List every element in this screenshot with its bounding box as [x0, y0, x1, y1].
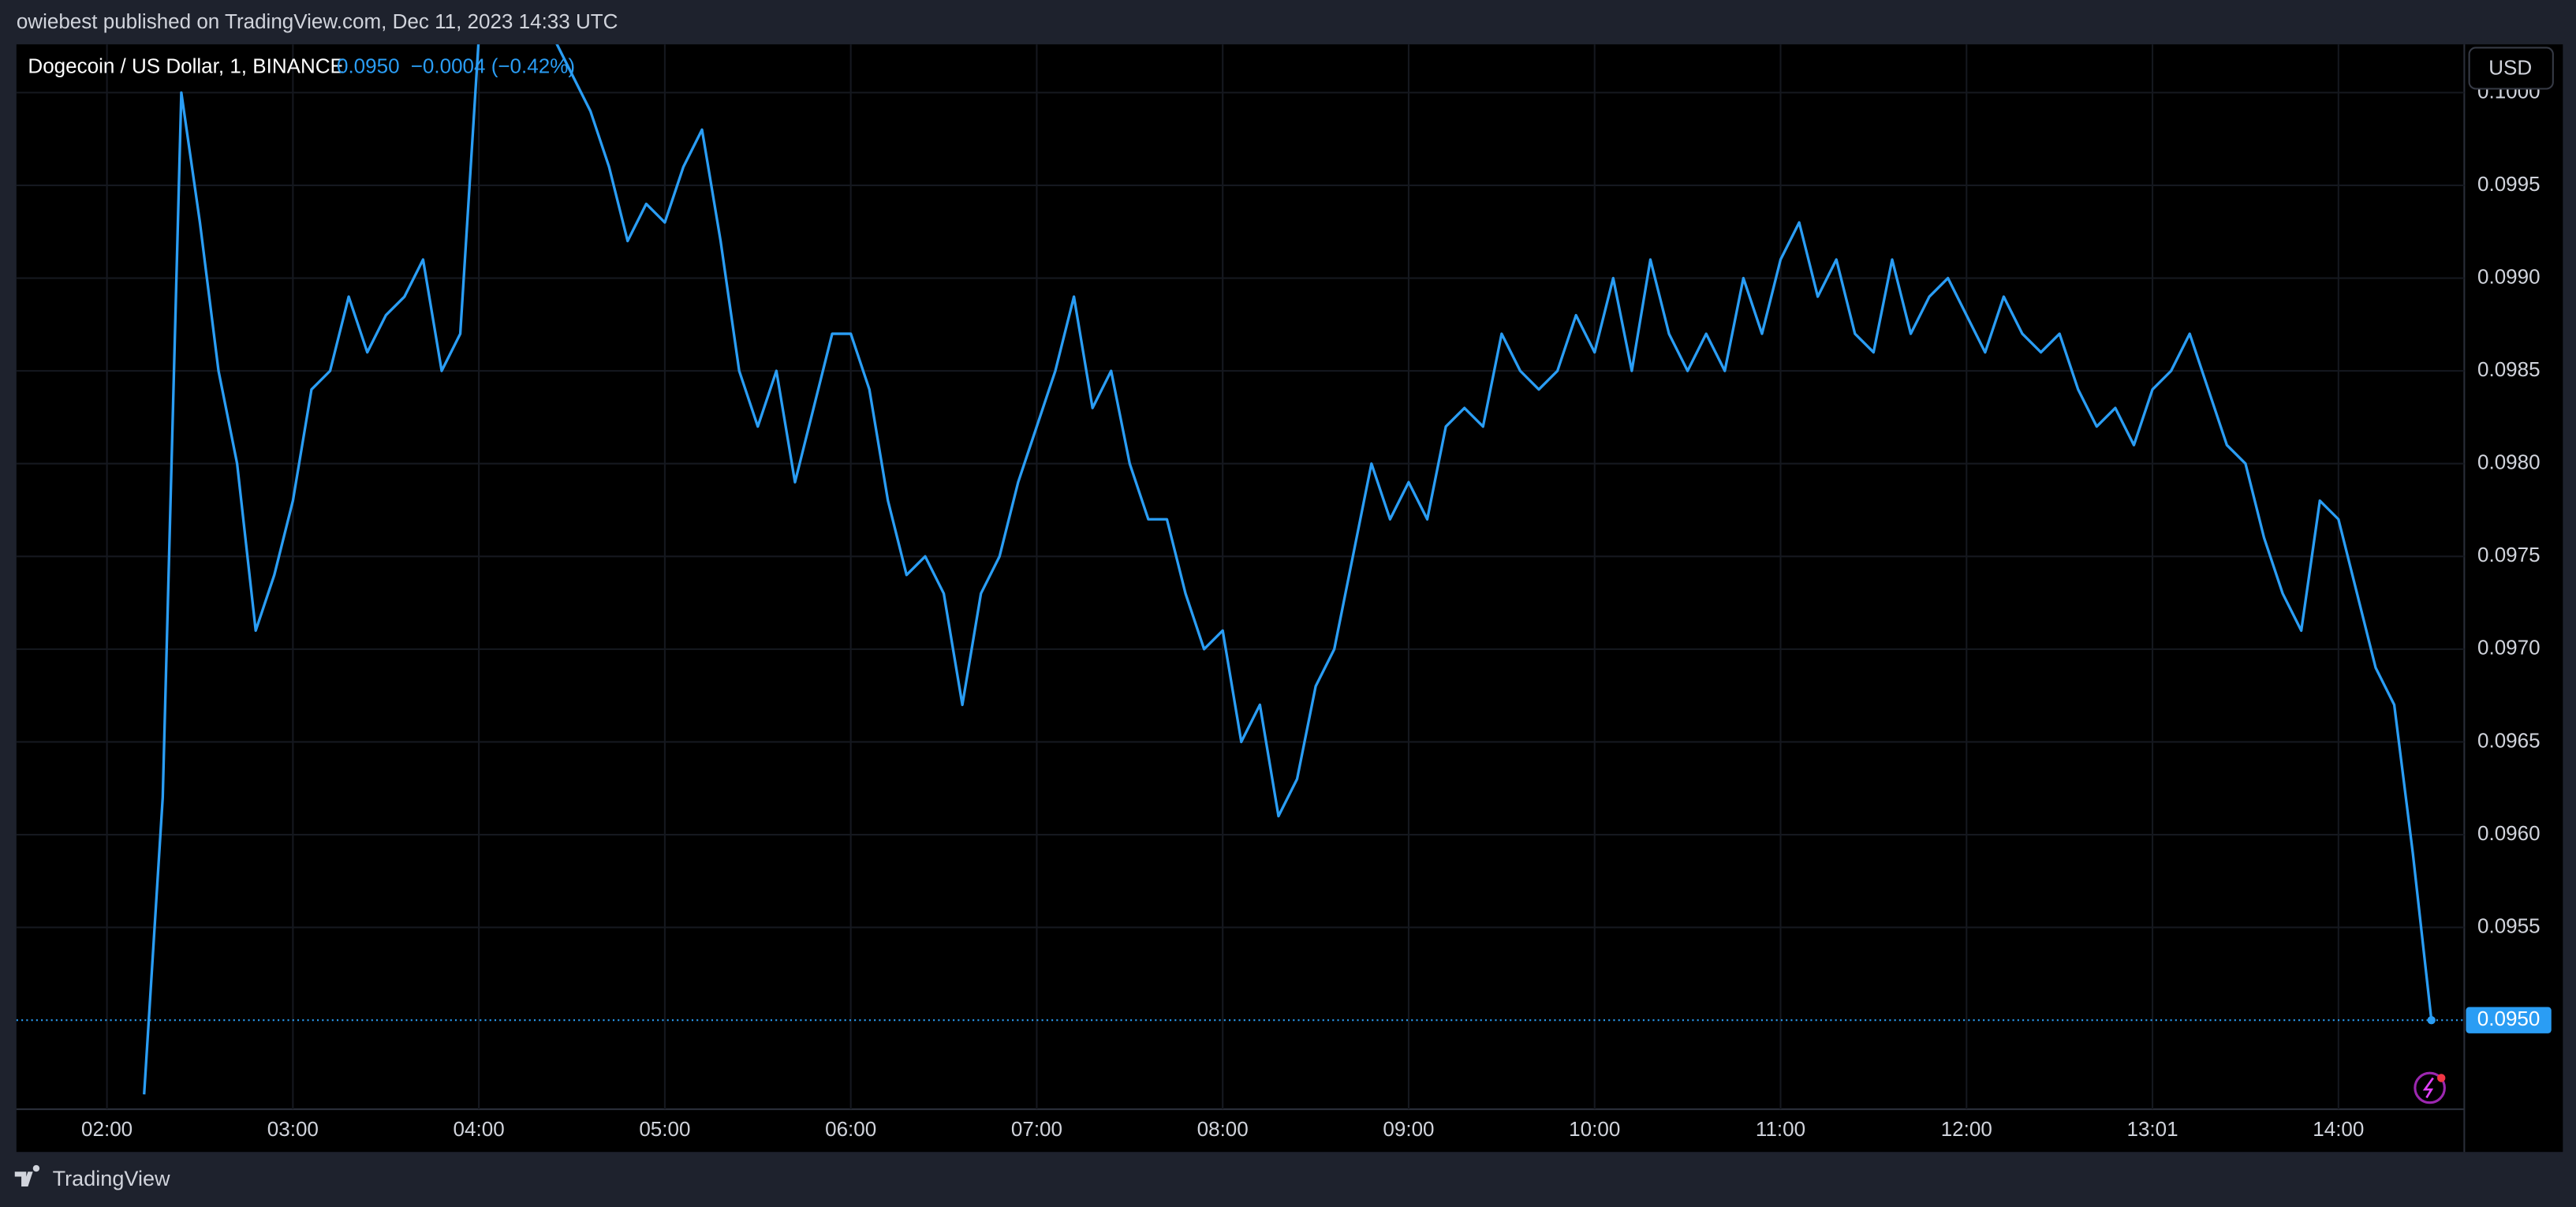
price-line [143, 44, 2433, 1095]
axes: 0.0955 0.0960 0.0965 0.0970 0.0975 0.0980 0.09… [81, 79, 2541, 1141]
plot [143, 44, 2433, 1095]
last-price-tag [2466, 1007, 2552, 1033]
y-tick-label: 0.0985 [2477, 357, 2541, 381]
y-tick-label: 0.0990 [2477, 264, 2541, 288]
brand: TradingView [53, 1166, 170, 1190]
x-tick-label: 10:00 [1569, 1117, 1620, 1141]
publisher-note: owiebest published on TradingView.com, D… [17, 9, 618, 33]
price: 0.0950 [337, 54, 400, 77]
x-tick-label: 02:00 [81, 1117, 133, 1141]
x-tick-label: 06:00 [825, 1117, 876, 1141]
x-tick-label: 05:00 [639, 1117, 690, 1141]
y-tick-label: 0.0995 [2477, 172, 2541, 196]
y-tick-label: 0.0970 [2477, 636, 2541, 660]
grid [16, 44, 2465, 1110]
symbol: Dogecoin / US Dollar, 1, BINANCE [28, 54, 344, 77]
alert-icon[interactable] [2414, 1071, 2446, 1104]
y-tick-label: 0.0975 [2477, 543, 2541, 566]
x-tick-label: 12:00 [1941, 1117, 1992, 1141]
x-tick-label: 08:00 [1197, 1117, 1249, 1141]
x-tick-label: 14:00 [2313, 1117, 2364, 1141]
y-tick-label: 0.0960 [2477, 821, 2541, 845]
y-tick-label: 0.0965 [2477, 728, 2541, 752]
x-tick-label: 04:00 [454, 1117, 505, 1141]
y-tick-label: 0.0980 [2477, 450, 2541, 474]
last-price-dot [2427, 1015, 2436, 1025]
legend: Dogecoin / US Dollar, 1, BINANCE 0.0950 … [28, 54, 575, 77]
currency[interactable]: USD [2488, 55, 2532, 79]
x-tick-label: 13:01 [2126, 1117, 2178, 1141]
y-tick-label: 0.0955 [2477, 914, 2541, 937]
change: −0.0004 (−0.42%) [411, 54, 575, 77]
x-tick-label: 03:00 [267, 1117, 319, 1141]
x-tick-label: 11:00 [1756, 1117, 1805, 1141]
price-overlay: 0.0950 [16, 1007, 2552, 1033]
currency-button[interactable] [2468, 47, 2554, 90]
x-tick-label: 09:00 [1383, 1117, 1434, 1141]
chart-area [16, 44, 2563, 1153]
last-price-label: 0.0950 [2477, 1007, 2541, 1030]
footer-logo: TradingView [14, 1164, 170, 1190]
x-tick-label: 07:00 [1011, 1117, 1062, 1141]
